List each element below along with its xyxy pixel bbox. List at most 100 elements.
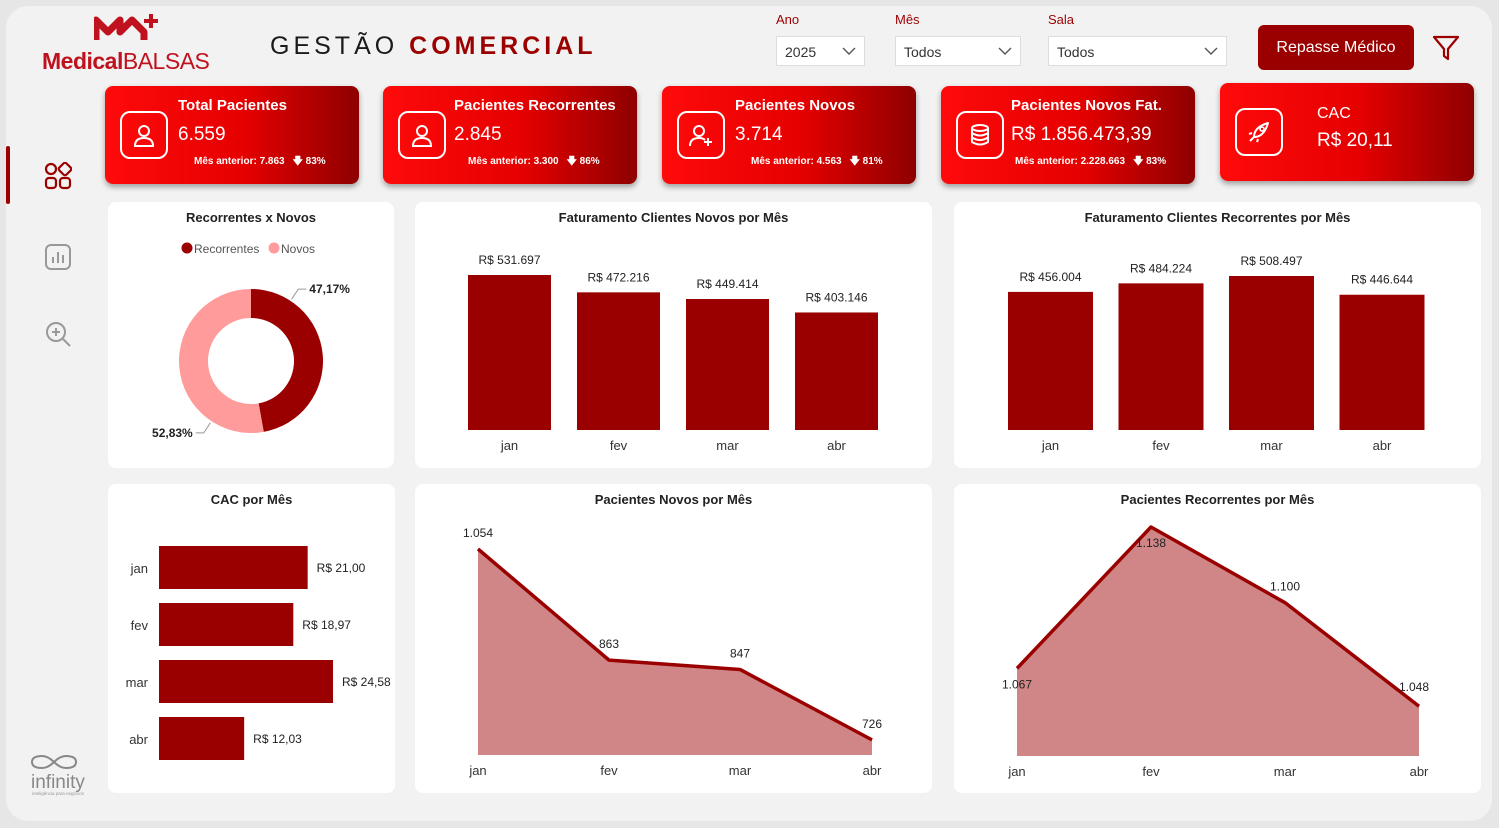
tick-label: fev — [610, 438, 628, 453]
bar — [159, 717, 245, 760]
chevron-down-icon — [998, 47, 1012, 55]
nav-active-indicator — [6, 146, 10, 204]
filter-ano-label: Ano — [776, 12, 800, 27]
donut-slice — [178, 289, 264, 433]
database-icon — [956, 111, 1004, 159]
tick-label: jan — [468, 763, 486, 778]
hbar-chart-cac: jan R$ 21,00 fev R$ 18,97 mar R$ 24,58 abr R$ 1… — [126, 546, 391, 760]
data-label: R$ 24,58 — [342, 675, 391, 689]
tick-label: mar — [1274, 764, 1297, 779]
bar — [1229, 276, 1314, 430]
repasse-medico-button[interactable]: Repasse Médico — [1258, 25, 1414, 70]
leader-line — [195, 422, 211, 434]
data-label: R$ 446.644 — [1351, 273, 1413, 287]
legend-marker — [268, 242, 280, 254]
chart-title: Faturamento Clientes Novos por Mês — [558, 210, 789, 225]
filter-mes-select[interactable]: Todos — [895, 36, 1021, 66]
tick-label: abr — [129, 732, 148, 747]
infinity-logo: infinity inteligência para negócios — [30, 750, 100, 801]
filter-sala: Sala Todos — [1048, 12, 1227, 66]
bar — [159, 603, 294, 646]
kpi-title: CAC — [1317, 105, 1351, 122]
tick-label: abr — [863, 763, 882, 778]
data-label: 726 — [862, 717, 882, 731]
kpi-previous: Mês anterior: 7.863 🡇 83% — [194, 156, 326, 167]
user-plus-icon — [677, 111, 725, 159]
data-label: R$ 21,00 — [317, 561, 366, 575]
arrow-down-icon: 🡇 — [1133, 156, 1144, 167]
bar — [1118, 283, 1204, 430]
legend-label: Recorrentes — [194, 242, 259, 256]
data-label: R$ 456.004 — [1019, 270, 1081, 284]
filter-ano-select[interactable]: 2025 — [776, 36, 865, 66]
user-icon — [120, 111, 168, 159]
data-label: 1.048 — [1399, 680, 1429, 694]
data-label: 1.067 — [1002, 677, 1032, 691]
leader-line — [291, 288, 307, 300]
user-icon — [398, 111, 446, 159]
dashboard-icon[interactable] — [44, 162, 72, 190]
zoom-in-icon[interactable] — [44, 320, 72, 348]
data-label: R$ 484.224 — [1130, 261, 1192, 275]
data-label: R$ 12,03 — [253, 732, 302, 746]
series-line — [1015, 525, 1421, 708]
kpi-delta: 83% — [305, 156, 326, 167]
kpi-pacientes-novos: Pacientes Novos 3.714 Mês anterior: 4.56… — [662, 86, 916, 184]
data-label: 1.100 — [1270, 580, 1300, 594]
bar-chart-fat-recorrentes: R$ 456.004 jan R$ 484.224 fev R$ 508.497 mar R… — [1008, 254, 1425, 453]
kpi-title: Pacientes Recorrentes — [454, 97, 616, 114]
chart-title: Faturamento Clientes Recorrentes por Mês — [1084, 210, 1351, 225]
tick-label: fev — [600, 763, 618, 778]
legend-marker — [181, 242, 193, 254]
logo-text: MedicalBALSAS — [42, 48, 210, 74]
tick-label: fev — [1152, 438, 1170, 453]
kpi-pacientes-novos-fat: Pacientes Novos Fat. R$ 1.856.473,39 Mês… — [941, 86, 1195, 184]
kpi-title: Total Pacientes — [178, 97, 287, 114]
bar — [159, 546, 308, 589]
filter-sala-select[interactable]: Todos — [1048, 36, 1227, 66]
bar — [795, 312, 878, 430]
bar — [1008, 291, 1093, 430]
tick-label: mar — [126, 675, 149, 690]
bar — [686, 298, 769, 430]
tick-label: mar — [1260, 438, 1283, 453]
kpi-value: R$ 1.856.473,39 — [1011, 124, 1152, 145]
tick-label: abr — [1410, 764, 1429, 779]
area-chart-recorrentes: 1.067 jan 1.138 fev 1.100 mar 1.048 abr — [1002, 525, 1429, 779]
tick-label: jan — [1007, 764, 1025, 779]
kpi-cac: CAC R$ 20,11 — [1220, 83, 1474, 181]
panel-cac-mes: CAC por Mês jan R$ 21,00 fev R$ 18,97 mar R$ … — [108, 484, 395, 793]
panel-fat-recorrentes: Faturamento Clientes Recorrentes por Mês… — [954, 202, 1481, 468]
bar — [1339, 294, 1425, 430]
tick-label: jan — [500, 438, 518, 453]
legend-label: Novos — [281, 242, 315, 256]
bar — [468, 275, 551, 430]
area-fill — [478, 549, 872, 755]
tick-label: fev — [131, 618, 149, 633]
data-label: R$ 18,97 — [302, 618, 351, 632]
kpi-title: Pacientes Novos Fat. — [1011, 97, 1162, 114]
chevron-down-icon — [1204, 47, 1218, 55]
kpi-value: 6.559 — [178, 124, 226, 145]
chart-title: Pacientes Recorrentes por Mês — [1120, 492, 1315, 507]
data-label: R$ 531.697 — [478, 253, 540, 267]
chart-title: Pacientes Novos por Mês — [594, 492, 753, 507]
filter-icon[interactable] — [1432, 34, 1460, 62]
bar-chart-icon[interactable] — [44, 243, 72, 271]
filter-sala-label: Sala — [1048, 12, 1075, 27]
kpi-previous: Mês anterior: 4.563 🡇 81% — [751, 156, 883, 167]
data-label: 52,83% — [152, 426, 193, 440]
area-chart-novos: 1.054 jan 863 fev 847 mar 726 abr — [463, 526, 882, 778]
rocket-icon — [1235, 108, 1283, 156]
bar — [577, 292, 660, 430]
donut-slice — [251, 289, 323, 432]
tick-label: jan — [130, 561, 148, 576]
filter-mes: Mês Todos — [895, 12, 1021, 66]
arrow-down-icon: 🡇 — [292, 156, 303, 167]
panel-pacientes-recorrentes: Pacientes Recorrentes por Mês 1.067 jan 1.… — [954, 484, 1481, 793]
panel-fat-novos: Faturamento Clientes Novos por Mês R$ 53… — [415, 202, 932, 468]
kpi-previous: Mês anterior: 3.300 🡇 86% — [468, 156, 600, 167]
tick-label: mar — [716, 438, 739, 453]
bar-chart-fat-novos: R$ 531.697 jan R$ 472.216 fev R$ 449.414 mar R… — [468, 253, 878, 453]
chart-title: CAC por Mês — [210, 492, 293, 507]
